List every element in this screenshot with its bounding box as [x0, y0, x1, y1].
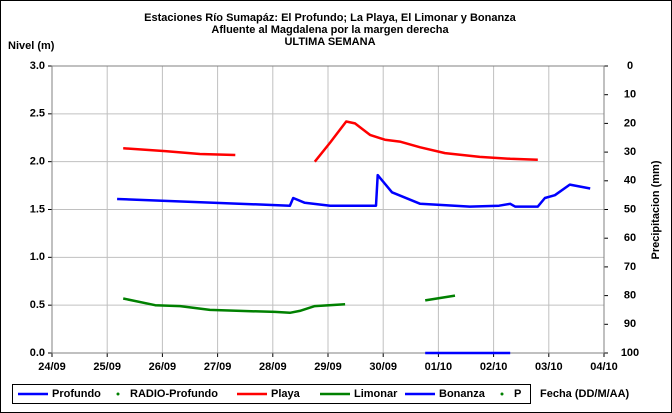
x-tick-label: 28/09	[259, 361, 287, 373]
y2-tick-label: 70	[624, 261, 636, 273]
series-line	[122, 294, 456, 315]
y2-tick-label: 30	[624, 146, 636, 158]
y-tick-label: 1.0	[30, 251, 45, 263]
y2-tick-label: 90	[624, 318, 636, 330]
y-tick-label: 3.0	[30, 60, 45, 72]
x-tick-label: 27/09	[204, 361, 232, 373]
title-line: ULTIMA SEMANA	[284, 36, 375, 48]
y2-tick-label: 80	[624, 290, 636, 302]
series-line	[123, 120, 538, 163]
y2-tick-label: 10	[624, 89, 636, 101]
x-tick-label: 24/09	[38, 361, 66, 373]
y2-tick-label: 40	[624, 175, 636, 187]
y-tick-label: 2.5	[30, 108, 45, 120]
legend-label: RADIO-Profundo	[130, 388, 218, 400]
title-line: Afluente al Magdalena por la margen dere…	[211, 24, 449, 36]
x-tick-label: 26/09	[149, 361, 177, 373]
x-tick-label: 30/09	[369, 361, 397, 373]
title-line: Estaciones Río Sumapáz: El Profundo; La …	[144, 12, 517, 24]
y2-tick-label: 0	[627, 60, 633, 72]
legend	[12, 384, 531, 404]
y2-tick-label: 100	[621, 347, 639, 359]
legend-label: Bonanza	[439, 388, 486, 400]
y-axis-label: Nivel (m)	[8, 40, 55, 52]
legend-label: P	[514, 388, 521, 400]
legend-swatch	[116, 392, 120, 396]
legend-label: Playa	[271, 388, 301, 400]
y-tick-label: 0.5	[30, 299, 45, 311]
y2-tick-label: 60	[624, 232, 636, 244]
y2-tick-label: 20	[624, 117, 636, 129]
x-axis-label: Fecha (DD/M/AA)	[540, 388, 630, 400]
y-tick-label: 1.5	[30, 203, 45, 215]
x-tick-label: 29/09	[314, 361, 342, 373]
x-tick-label: 01/10	[425, 361, 453, 373]
legend-label: Profundo	[52, 388, 101, 400]
plot-area	[51, 65, 605, 354]
y2-axis-label: Precipitacion (mm)	[650, 160, 662, 259]
x-tick-label: 04/10	[590, 361, 618, 373]
legend-label: Limonar	[354, 388, 398, 400]
y2-tick-label: 50	[624, 203, 636, 215]
x-tick-label: 03/10	[535, 361, 563, 373]
y-tick-label: 0.0	[30, 347, 45, 359]
x-tick-label: 02/10	[480, 361, 508, 373]
y-tick-label: 2.0	[30, 156, 45, 168]
series-line	[117, 173, 591, 208]
legend-swatch	[500, 392, 504, 396]
x-tick-label: 25/09	[93, 361, 121, 373]
